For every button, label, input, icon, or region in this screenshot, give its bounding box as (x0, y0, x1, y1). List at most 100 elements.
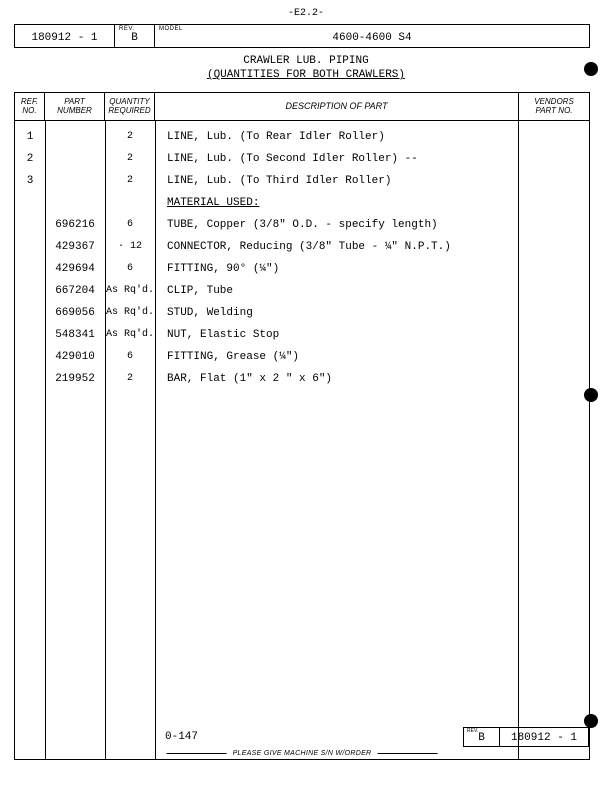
footer-boxes: REV. B 180912 - 1 (463, 727, 589, 747)
cell-part: 219952 (45, 371, 105, 393)
footer-drawing-cell: 180912 - 1 (499, 727, 589, 747)
header-rev-cell: REV. B (114, 24, 154, 48)
cell-ref: 3 (15, 173, 45, 195)
footer-rev-label: REV. (467, 728, 478, 734)
cell-desc: LINE, Lub. (To Third Idler Roller) (155, 173, 519, 195)
cell-desc: STUD, Welding (155, 305, 519, 327)
header-model: 4600-4600 S4 (161, 28, 583, 44)
page-marker: -E2.2- (288, 8, 324, 19)
table-row: 2199522BAR, Flat (1" x 2 " x 6") (15, 371, 589, 393)
cell-vend (519, 195, 589, 217)
footer-page-no: 0-147 (165, 731, 198, 743)
cell-ref (15, 283, 45, 305)
cell-desc: BAR, Flat (1" x 2 " x 6") (155, 371, 519, 393)
cell-vend (519, 129, 589, 151)
parts-table: REF.NO. PARTNUMBER QUANTITYREQUIRED DESC… (14, 92, 590, 760)
col-part: PARTNUMBER (45, 93, 105, 120)
col-vend: VENDORSPART NO. (519, 93, 589, 120)
cell-qty: 6 (105, 349, 155, 371)
cell-desc: LINE, Lub. (To Second Idler Roller) -- (155, 151, 519, 173)
cell-vend (519, 239, 589, 261)
table-row: 667204As Rq'd.CLIP, Tube (15, 283, 589, 305)
cell-ref (15, 371, 45, 393)
header-rev-label: REV. (119, 26, 134, 32)
cell-qty: · 12 (105, 239, 155, 261)
table-row: MATERIAL USED: (15, 195, 589, 217)
table-row: 6962166TUBE, Copper (3/8" O.D. - specify… (15, 217, 589, 239)
header-bar: 180912 - 1 REV. B MODEL 4600-4600 S4 (14, 24, 590, 48)
footer-rev-cell: REV. B (463, 727, 499, 747)
cell-part: 429010 (45, 349, 105, 371)
cell-ref (15, 239, 45, 261)
cell-qty (105, 195, 155, 217)
table-body: 12LINE, Lub. (To Rear Idler Roller)22LIN… (15, 121, 589, 759)
punch-hole-top (584, 62, 598, 76)
cell-qty: As Rq'd. (105, 283, 155, 305)
table-row: 3 2LINE, Lub. (To Third Idler Roller) (15, 173, 589, 195)
cell-desc: NUT, Elastic Stop (155, 327, 519, 349)
table-header: REF.NO. PARTNUMBER QUANTITYREQUIRED DESC… (15, 93, 589, 121)
table-row: 22LINE, Lub. (To Second Idler Roller) -- (15, 151, 589, 173)
cell-qty: 6 (105, 217, 155, 239)
col-desc: DESCRIPTION OF PART (155, 93, 519, 120)
cell-part (45, 173, 105, 195)
cell-part: 667204 (45, 283, 105, 305)
footer-note: PLEASE GIVE MACHINE S/N W/ORDER (161, 750, 444, 757)
footer-rev: B (478, 732, 485, 744)
cell-vend (519, 283, 589, 305)
title-block: CRAWLER LUB. PIPING (QUANTITIES FOR BOTH… (0, 54, 612, 83)
footer-drawing-no: 180912 - 1 (511, 732, 577, 744)
cell-part: 429367 (45, 239, 105, 261)
cell-vend (519, 261, 589, 283)
cell-ref (15, 261, 45, 283)
title-line1: CRAWLER LUB. PIPING (0, 54, 612, 68)
cell-qty: 6 (105, 261, 155, 283)
table-row: 4296946FITTING, 90° (¼") (15, 261, 589, 283)
table-row: 669056As Rq'd.STUD, Welding (15, 305, 589, 327)
cell-vend (519, 349, 589, 371)
cell-ref: 1 (15, 129, 45, 151)
header-drawing-cell: 180912 - 1 (14, 24, 114, 48)
cell-desc: TUBE, Copper (3/8" O.D. - specify length… (155, 217, 519, 239)
table-row: 4290106FITTING, Grease (¼") (15, 349, 589, 371)
title-line2: (QUANTITIES FOR BOTH CRAWLERS) (0, 68, 612, 82)
cell-qty: As Rq'd. (105, 327, 155, 349)
cell-desc: FITTING, Grease (¼") (155, 349, 519, 371)
cell-part: 669056 (45, 305, 105, 327)
header-model-label: MODEL (159, 26, 183, 32)
cell-desc: MATERIAL USED: (155, 195, 519, 217)
header-model-cell: MODEL 4600-4600 S4 (154, 24, 590, 48)
cell-desc: CONNECTOR, Reducing (3/8" Tube - ¼" N.P.… (155, 239, 519, 261)
cell-ref (15, 195, 45, 217)
header-drawing-no: 180912 - 1 (21, 28, 108, 44)
cell-part (45, 195, 105, 217)
cell-vend (519, 173, 589, 195)
cell-vend (519, 371, 589, 393)
cell-vend (519, 151, 589, 173)
table-row: 548341As Rq'd.NUT, Elastic Stop (15, 327, 589, 349)
cell-qty: 2 (105, 151, 155, 173)
cell-qty: 2 (105, 129, 155, 151)
rows-container: 12LINE, Lub. (To Rear Idler Roller)22LIN… (15, 121, 589, 393)
cell-qty: 2 (105, 371, 155, 393)
cell-vend (519, 217, 589, 239)
cell-ref (15, 217, 45, 239)
cell-part (45, 129, 105, 151)
cell-part (45, 151, 105, 173)
col-qty: QUANTITYREQUIRED (105, 93, 155, 120)
cell-vend (519, 327, 589, 349)
cell-part: 429694 (45, 261, 105, 283)
cell-desc: CLIP, Tube (155, 283, 519, 305)
cell-ref: 2 (15, 151, 45, 173)
cell-part: 548341 (45, 327, 105, 349)
cell-desc: FITTING, 90° (¼") (155, 261, 519, 283)
cell-desc: LINE, Lub. (To Rear Idler Roller) (155, 129, 519, 151)
punch-hole-mid (584, 388, 598, 402)
cell-qty: 2 (105, 173, 155, 195)
cell-vend (519, 305, 589, 327)
table-row: 1 2LINE, Lub. (To Rear Idler Roller) (15, 129, 589, 151)
cell-ref (15, 327, 45, 349)
table-row: 429367· 12CONNECTOR, Reducing (3/8" Tube… (15, 239, 589, 261)
cell-ref (15, 305, 45, 327)
cell-qty: As Rq'd. (105, 305, 155, 327)
